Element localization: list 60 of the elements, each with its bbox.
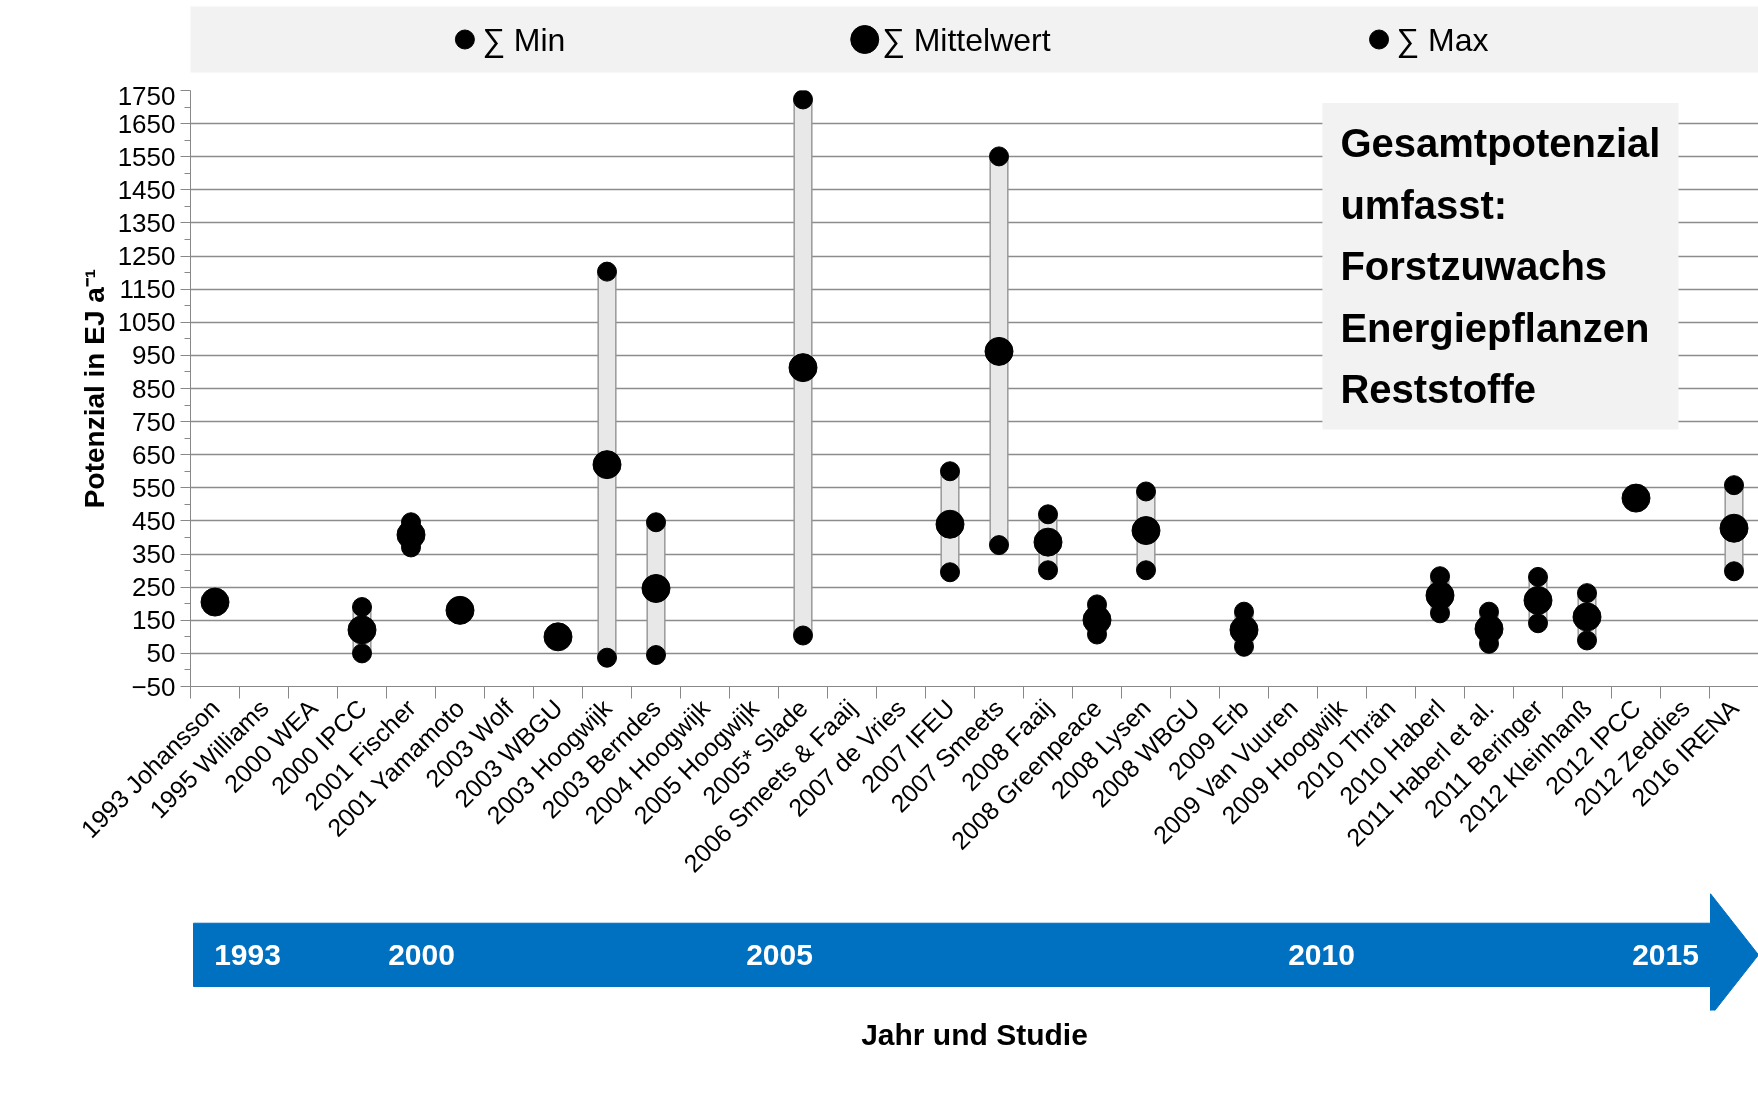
y-tick-label: 1550 [117, 141, 176, 172]
point [1425, 580, 1455, 610]
annotation: Gesamtpotenzial umfasst: Forstzuwachs Energiepflanzen Reststoffe [1340, 121, 1661, 412]
legend-label: ∑ Max [1396, 21, 1489, 58]
y-tick-label: 750 [132, 406, 176, 437]
point [1724, 561, 1744, 582]
point [445, 595, 475, 625]
point [597, 261, 617, 282]
point [940, 461, 960, 482]
legend-label: ∑ Min [482, 21, 566, 58]
point [641, 574, 671, 603]
y-tick-label: 650 [132, 439, 176, 470]
y-axis-title: Potenzial in EJ a⁻¹ [78, 268, 110, 509]
point [1621, 483, 1651, 513]
legend-label: ∑ Mittelwert [881, 21, 1051, 58]
point [1038, 560, 1058, 581]
point [1719, 513, 1749, 543]
y-tick-label: 1350 [117, 207, 176, 238]
point [592, 450, 622, 480]
y-tick-label: 850 [132, 373, 176, 404]
y-tick-label: 450 [132, 505, 176, 536]
y-tick-label: 1650 [117, 108, 176, 139]
point [1136, 560, 1156, 581]
y-tick-label: 1250 [117, 241, 176, 272]
x-axis-title: Jahr und Studie [861, 1017, 1088, 1051]
point [793, 625, 813, 646]
y-tick-label: 1450 [117, 174, 176, 205]
text: 2010 [1288, 937, 1355, 971]
point [788, 353, 818, 383]
point [646, 512, 666, 533]
y-tick-label: 250 [132, 572, 176, 603]
point [1136, 481, 1156, 502]
y-tick-label: 50 [146, 638, 176, 669]
point [646, 645, 666, 666]
point [1131, 516, 1161, 546]
text: 2015 [1632, 937, 1699, 971]
y-tick-label: −50 [131, 671, 176, 702]
point [1724, 475, 1744, 496]
point [989, 146, 1009, 167]
y-tick-label: 150 [132, 605, 176, 636]
y-tick-label: 950 [132, 340, 176, 371]
point [543, 622, 573, 652]
point [200, 587, 230, 617]
y-tick-label: 1150 [119, 274, 176, 305]
point [989, 535, 1009, 556]
point [793, 90, 813, 110]
point [1229, 615, 1259, 645]
point [984, 336, 1014, 366]
point [935, 509, 965, 539]
point [597, 647, 617, 668]
y-tick-label: 350 [132, 539, 176, 570]
point [1038, 504, 1058, 525]
y-tick-label: 1750 [117, 80, 176, 111]
text: 2005 [746, 937, 813, 971]
text: 2000 [388, 937, 455, 971]
text: 1993 [214, 937, 281, 971]
point [1033, 527, 1063, 557]
point [940, 562, 960, 583]
y-tick-label: 550 [132, 472, 176, 503]
y-tick-label: 1050 [117, 307, 176, 338]
